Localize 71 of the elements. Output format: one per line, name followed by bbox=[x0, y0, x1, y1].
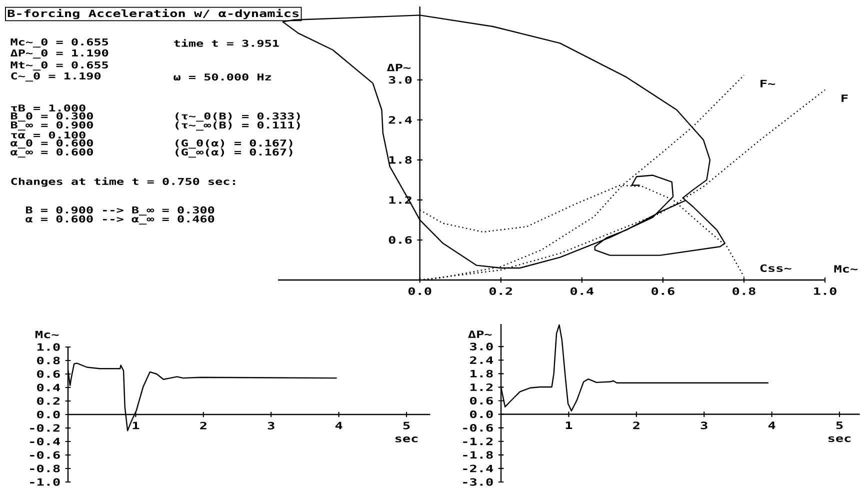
y-tick-label: -1.2 bbox=[463, 438, 493, 446]
annotation: (τ~_0(B) = 0.333) bbox=[176, 112, 300, 122]
text: B_0 = 0.300 bbox=[11, 112, 93, 122]
x-tick-label: 5 bbox=[836, 422, 843, 430]
y-tick-label: -0.4 bbox=[30, 438, 60, 446]
x-tick-label: 0.4 bbox=[570, 287, 594, 295]
text: Changes at time t = 0.750 sec: bbox=[11, 177, 236, 187]
y-tick-label: 1.0 bbox=[37, 343, 60, 351]
y-tick-label: 0.6 bbox=[37, 370, 60, 378]
x-tick-label: 1 bbox=[132, 422, 140, 430]
y-tick-label: -0.6 bbox=[30, 451, 60, 459]
series-label: F~ bbox=[760, 80, 776, 88]
x-tick-label: 0.8 bbox=[732, 287, 756, 295]
y-tick-label: 1.8 bbox=[470, 370, 493, 378]
x-tick-label: 2 bbox=[633, 422, 640, 430]
x-tick-label: 0.6 bbox=[652, 287, 674, 295]
text: ΔP~_0 = 1.190 bbox=[10, 49, 108, 59]
x-tick-label: 0.2 bbox=[489, 287, 512, 295]
text: B_∞ = 0.900 bbox=[11, 121, 93, 131]
x-axis-title: sec bbox=[395, 436, 418, 442]
annotation: (τ~_∞(B) = 0.111) bbox=[176, 121, 300, 131]
y-tick-label: 3.0 bbox=[388, 76, 412, 84]
y-tick-label: 0.0 bbox=[37, 410, 60, 418]
y-tick-label: -3.0 bbox=[463, 478, 493, 486]
text: α_∞ = 0.600 bbox=[10, 148, 93, 158]
x-tick-label: 5 bbox=[403, 422, 410, 430]
y-axis-title: ΔP~ bbox=[386, 64, 411, 72]
text: C~_0 = 1.190 bbox=[11, 72, 101, 82]
y-tick-label: 1.8 bbox=[389, 156, 412, 164]
x-axis-title: sec bbox=[828, 436, 851, 442]
series-label: Css~ bbox=[760, 264, 792, 272]
x-tick-label: 1.0 bbox=[814, 287, 836, 295]
annotation: time t = 3.951 bbox=[174, 39, 279, 47]
text: B = 0.900 --> B_∞ = 0.300 bbox=[26, 206, 214, 216]
text: α_0 = 0.600 bbox=[10, 139, 93, 149]
y-tick-label: 0.2 bbox=[37, 397, 60, 405]
y-tick-label: -0.8 bbox=[30, 464, 60, 472]
series-label: F bbox=[842, 94, 848, 102]
y-tick-label: 2.4 bbox=[388, 116, 412, 124]
text: τα = 0.100 bbox=[11, 131, 86, 139]
x-tick-label: 1 bbox=[566, 422, 572, 429]
y-tick-label: -1.8 bbox=[463, 451, 493, 459]
y-tick-label: 2.4 bbox=[470, 356, 494, 364]
annotation: (G_∞(α) = 0.167) bbox=[176, 148, 292, 158]
x-tick-label: 3 bbox=[700, 422, 708, 430]
y-tick-label: 1.2 bbox=[470, 383, 493, 391]
text: Mc~_0 = 0.655 bbox=[10, 38, 108, 48]
x-tick-label: 4 bbox=[335, 422, 342, 430]
x-tick-label: 4 bbox=[768, 422, 776, 429]
x-axis-title: Mc~ bbox=[834, 265, 858, 273]
text: B-forcing Acceleration w/ α-dynamics bbox=[8, 8, 299, 20]
y-tick-label: 0.6 bbox=[470, 396, 493, 405]
y-tick-label: 0.6 bbox=[388, 236, 412, 244]
y-axis-title: Mc~ bbox=[35, 330, 59, 338]
x-tick-label: 3 bbox=[268, 422, 274, 430]
text: τB = 1.000 bbox=[11, 104, 86, 112]
y-axis-title: ΔP~ bbox=[468, 330, 492, 338]
y-tick-label: 0.4 bbox=[37, 384, 60, 392]
y-tick-label: -2.4 bbox=[463, 464, 494, 472]
annotation: (G_0(α) = 0.167) bbox=[176, 139, 292, 149]
y-tick-label: 0.8 bbox=[37, 356, 60, 364]
text: Mt~_0 = 0.655 bbox=[10, 61, 108, 71]
x-tick-label: 0.0 bbox=[408, 287, 432, 295]
y-tick-label: -0.2 bbox=[30, 424, 60, 432]
y-tick-label: -0.6 bbox=[463, 424, 493, 432]
text: α = 0.600 --> α_∞ = 0.460 bbox=[26, 215, 214, 225]
text: ω = 50.000 Hz bbox=[174, 73, 271, 81]
y-tick-label: 3.0 bbox=[470, 342, 493, 350]
y-tick-label: -1.0 bbox=[30, 478, 60, 486]
x-tick-label: 2 bbox=[200, 422, 206, 430]
y-tick-label: 0.0 bbox=[470, 410, 493, 418]
